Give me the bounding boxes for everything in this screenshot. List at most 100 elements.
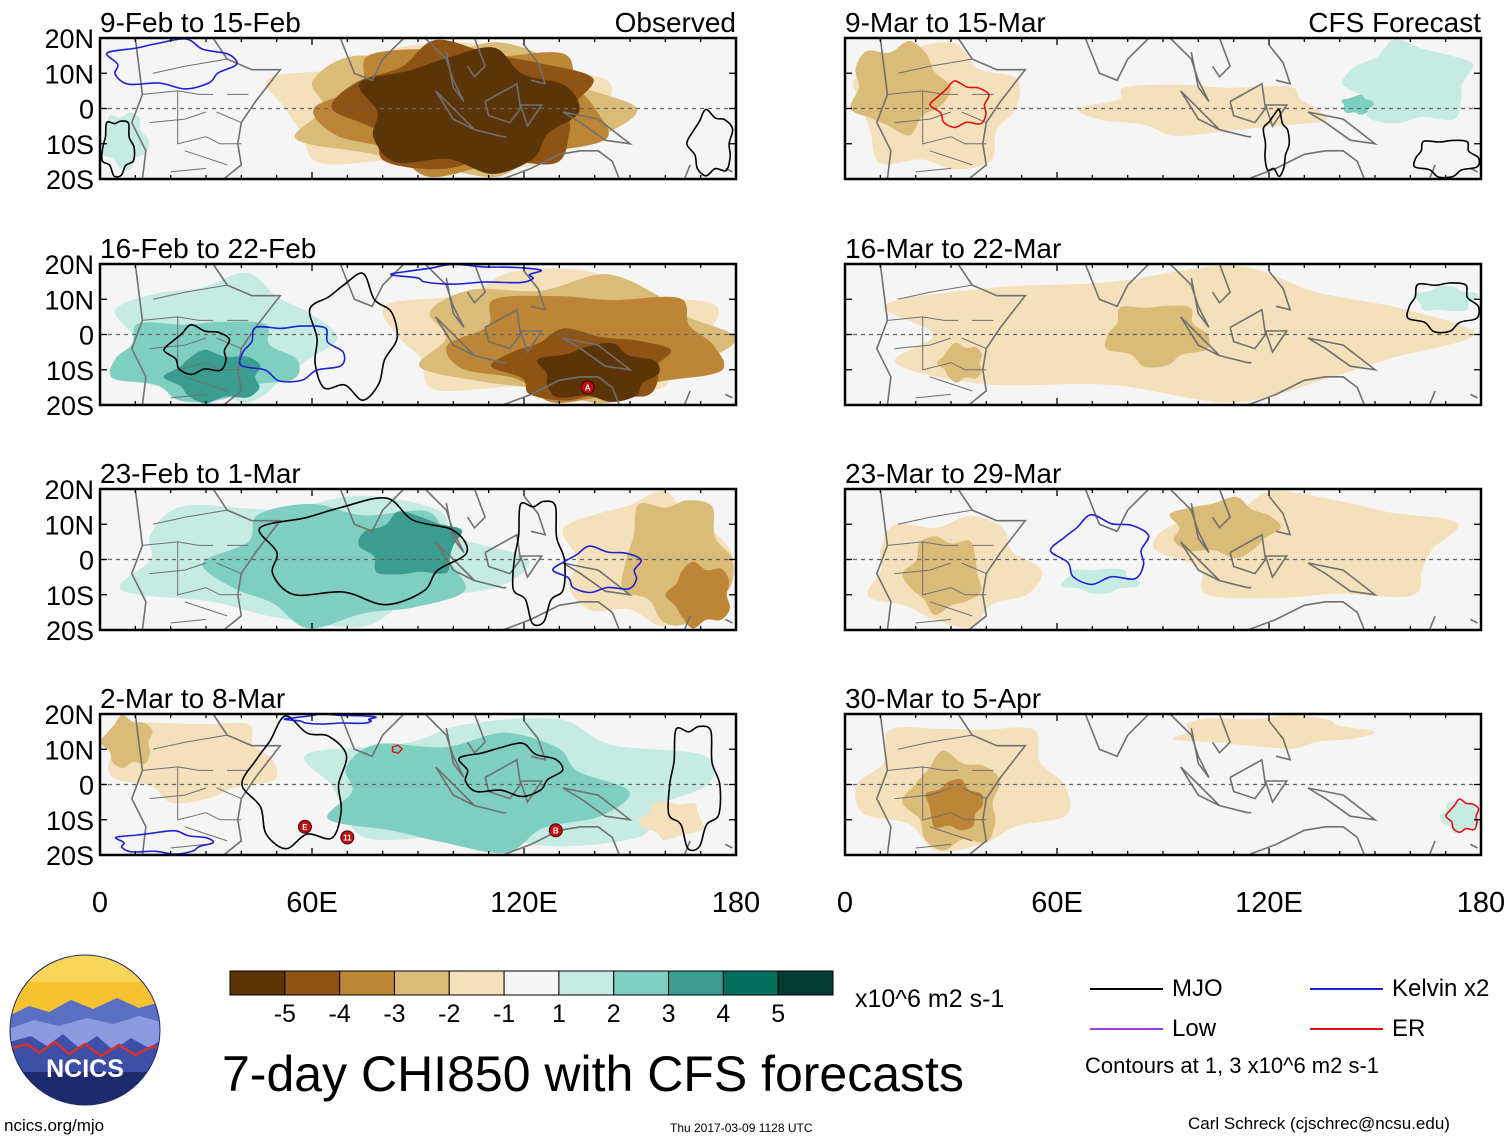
coastline [1229, 308, 1267, 350]
coastline [1229, 533, 1267, 575]
country-border [897, 734, 973, 750]
country-border [887, 90, 959, 95]
anomaly-fill [100, 714, 153, 768]
contour-legend-lines [1090, 988, 1383, 1030]
coastline [519, 780, 544, 804]
colorbar-label: 3 [662, 1000, 676, 1028]
legend-label-mjo: MJO [1172, 975, 1223, 1002]
coastline [1307, 787, 1378, 822]
coastline [1084, 489, 1150, 533]
country-border [897, 509, 973, 525]
y-tick-label: 10N [44, 59, 94, 89]
coastline [424, 38, 465, 102]
coastline [957, 489, 1027, 630]
coastline [725, 393, 733, 399]
coastline [683, 615, 691, 630]
y-tick-label: 0 [79, 771, 94, 801]
country-border [897, 58, 973, 74]
coastline [212, 38, 282, 179]
country-border [142, 316, 214, 321]
coastline [484, 758, 522, 800]
country-border [142, 766, 214, 771]
contour-mjo [511, 500, 566, 627]
colorbar-label: 2 [607, 1000, 621, 1028]
anomaly-fill [638, 801, 705, 841]
coastline [1268, 720, 1292, 761]
coastline [424, 489, 465, 553]
country-border [887, 766, 959, 771]
coastline [1264, 780, 1289, 804]
contour-mjo [457, 742, 564, 798]
coastline [683, 840, 691, 855]
website-link[interactable]: ncics.org/mjo [4, 1116, 105, 1135]
y-tick-label: 10N [44, 735, 94, 765]
coastline [502, 826, 621, 855]
contour-mjo [1406, 282, 1481, 334]
country-border [950, 136, 987, 145]
coastline [725, 843, 733, 849]
storm-marker [340, 830, 355, 845]
x-tick-label: 0 [837, 887, 853, 919]
colorbar-swatch [558, 970, 615, 996]
coastline [1229, 82, 1267, 124]
panel-0-3: E 11 B [100, 714, 736, 855]
panel-0-1: A [100, 264, 736, 405]
coastline [519, 104, 544, 128]
x-tick-label: 120E [490, 887, 558, 919]
coastline [1307, 562, 1378, 597]
colorbar-label: -2 [438, 1000, 460, 1028]
contour-er [391, 744, 403, 755]
x-tick-label: 60E [286, 887, 338, 919]
coastline [130, 38, 147, 179]
coastline [424, 264, 465, 328]
coastline [562, 562, 633, 597]
coastline [1247, 601, 1366, 630]
panel-period-label: 9-Mar to 15-Mar [845, 7, 1046, 38]
x-tick-label: 120E [1235, 887, 1303, 919]
country-border [205, 587, 242, 596]
country-border [177, 541, 207, 596]
panel-period-label: 2-Mar to 8-Mar [100, 683, 285, 714]
coastline [1264, 330, 1289, 354]
colorbar-swatch [393, 970, 450, 996]
country-border [177, 766, 207, 821]
anomaly-fill [358, 47, 580, 175]
y-tick-label: 20S [46, 391, 94, 421]
x-tick-label: 180 [712, 887, 760, 919]
y-tick-label: 20N [44, 24, 94, 54]
country-border [922, 766, 952, 821]
panel-0-0 [100, 38, 736, 179]
colorbar-label: -5 [274, 1000, 296, 1028]
country-border [915, 618, 952, 624]
anomaly-fill [327, 732, 630, 854]
contour-mjo [100, 120, 136, 178]
contour-mjo [308, 272, 399, 402]
coastline [1211, 264, 1232, 305]
country-border [915, 843, 952, 849]
country-border [142, 90, 214, 95]
contour-kelvin-x2 [114, 829, 215, 855]
country-border [170, 843, 207, 849]
coastline [1247, 150, 1366, 179]
country-border [961, 111, 987, 124]
contour-mjo [163, 323, 231, 376]
country-border [216, 111, 242, 124]
x-tick-label: 60E [1031, 887, 1083, 919]
anomaly-fill [1077, 84, 1328, 136]
country-border [929, 376, 973, 392]
coastline [466, 714, 487, 755]
panel-period-label: 16-Feb to 22-Feb [100, 233, 316, 264]
country-border [894, 337, 952, 350]
coastline [502, 376, 621, 405]
coastline [1211, 714, 1232, 755]
coastline [1268, 270, 1292, 311]
country-border [915, 393, 952, 399]
country-border [205, 812, 242, 821]
coastline [130, 714, 147, 855]
contour-mjo [1412, 139, 1481, 179]
y-tick-label: 20S [46, 841, 94, 871]
country-border [152, 284, 228, 300]
coastline [424, 714, 465, 778]
coastline [1211, 38, 1232, 79]
